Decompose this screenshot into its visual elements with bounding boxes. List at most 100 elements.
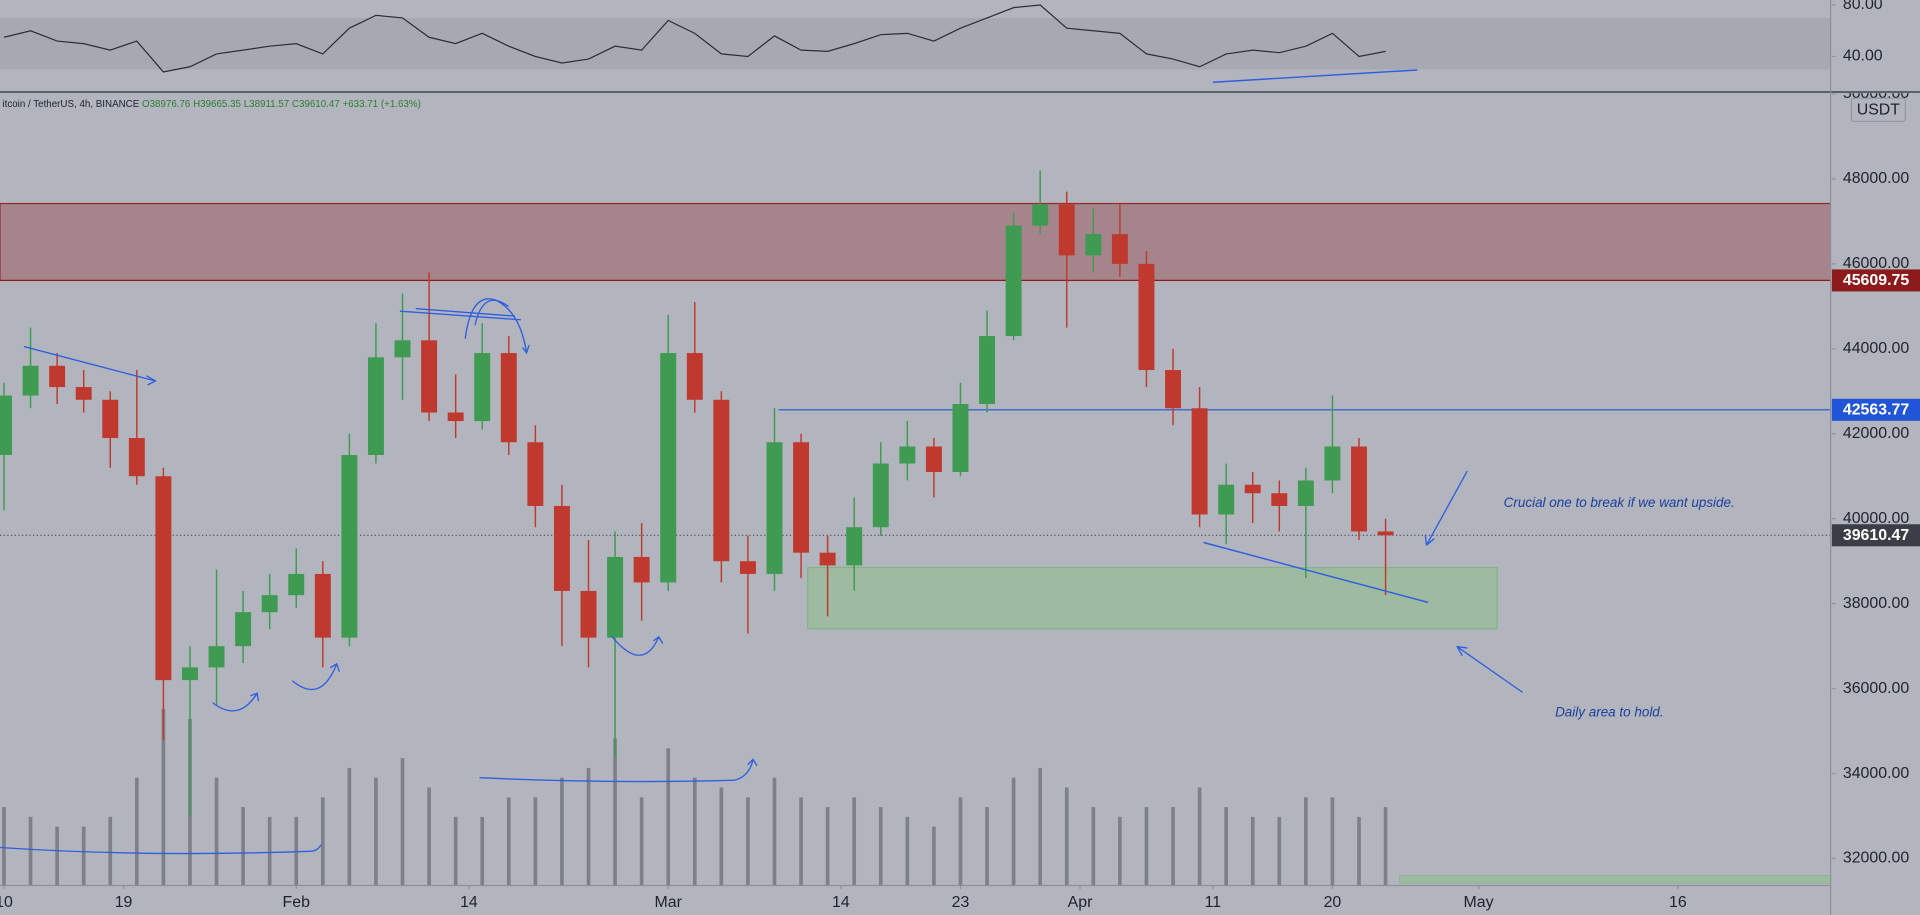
ohlc-open: O38976.76 <box>142 99 191 110</box>
volume-bar <box>1304 797 1308 886</box>
volume-bar <box>1224 807 1229 886</box>
x-tick-label: 19 <box>115 894 133 911</box>
volume-bar <box>1357 816 1361 886</box>
price-label: 45609.75 <box>1843 272 1909 289</box>
candle-body <box>22 365 39 396</box>
ohlc-change: +633.71 (+1.63%) <box>343 99 421 110</box>
volume-bar <box>267 816 272 886</box>
doodle-volume-line <box>479 758 758 783</box>
volume-bar <box>320 797 325 886</box>
price-label-box <box>1831 524 1920 547</box>
volume-bar <box>1064 787 1069 886</box>
volume-bar <box>1011 777 1016 886</box>
x-tick-label: 20 <box>1324 894 1342 911</box>
candle-body <box>739 561 756 574</box>
volume-bar <box>1383 807 1388 886</box>
candle-body <box>181 667 198 681</box>
candle-body <box>580 590 597 638</box>
unit-box[interactable] <box>1850 97 1906 122</box>
candle-body <box>314 573 331 638</box>
volume-bar <box>985 807 989 886</box>
volume-bar <box>613 738 617 886</box>
candle-body <box>1005 225 1022 337</box>
x-tick-label: May <box>1464 894 1494 911</box>
price-pane <box>0 170 1831 886</box>
candle-body <box>155 476 172 681</box>
x-tick-label: 23 <box>952 894 970 911</box>
volume-bar <box>666 748 671 886</box>
annotation: Crucial one to break if we want upside. <box>1504 495 1735 510</box>
y-tick-label: 38000.00 <box>1843 595 1909 612</box>
legend: itcoin / TetherUS, 4h, BINANCE O38976.76… <box>2 99 420 110</box>
time-axis: 10 19 Feb 14 Mar 14 23 Apr 11 20 May 16 <box>0 885 1687 911</box>
symbol: itcoin / TetherUS, 4h, BINANCE <box>2 99 139 110</box>
drawings <box>0 298 1831 884</box>
volume-bar <box>161 709 166 886</box>
candle-body <box>341 454 358 638</box>
y-tick-label: 36000.00 <box>1843 680 1909 697</box>
volume-bar <box>852 797 857 886</box>
volume-bar <box>1277 816 1282 886</box>
candle-body <box>261 595 278 613</box>
candle-body <box>128 438 145 477</box>
volume-bar <box>772 777 777 886</box>
volume-bar <box>2 807 6 886</box>
price-label-box <box>1831 269 1920 292</box>
candle-body <box>367 357 384 455</box>
ohlc-low: L38911.57 <box>244 99 290 110</box>
volume-bar <box>134 777 139 886</box>
candle-body <box>394 340 411 358</box>
annotation: Daily area to hold. <box>1555 704 1663 719</box>
candle-body <box>49 365 66 388</box>
x-tick-label: 16 <box>1669 894 1687 911</box>
volume-bar <box>1118 816 1122 886</box>
y-tick-label: 48000.00 <box>1843 170 1909 187</box>
candle-body <box>0 395 12 455</box>
volume-bar <box>1038 767 1043 886</box>
doodle-loops <box>399 298 530 355</box>
candle-body <box>1111 234 1128 264</box>
candle-body <box>899 446 916 464</box>
volume-bar <box>825 807 830 886</box>
price-labels: USDT 45609.75 42563.77 39610.47 <box>1831 97 1920 547</box>
price-label: 39610.47 <box>1843 527 1909 544</box>
x-tick-label: 14 <box>832 894 850 911</box>
volume-bar <box>506 797 511 886</box>
candle-body <box>1297 480 1314 506</box>
volume-bar <box>55 826 59 886</box>
candle-body <box>793 442 810 553</box>
candle-body <box>500 353 517 443</box>
trendline <box>1203 541 1429 604</box>
doodle-line <box>23 346 157 386</box>
x-tick-label: Feb <box>283 894 311 911</box>
volume-bar <box>639 797 644 886</box>
candle-body <box>75 387 92 400</box>
candle-body <box>474 353 491 422</box>
candle-body <box>1271 493 1288 506</box>
candle-body <box>633 556 650 583</box>
volume-bar <box>586 767 591 886</box>
candle-body <box>1377 531 1394 536</box>
volume-bar <box>878 807 883 886</box>
ohlc-close: C39610.47 <box>292 99 340 110</box>
rsi-line <box>3 4 1386 73</box>
volume-bar <box>932 826 936 886</box>
doodle-arrow <box>611 635 664 656</box>
zone <box>1399 875 1831 884</box>
volume-bar <box>1091 807 1096 886</box>
x-tick-label: Apr <box>1068 894 1093 911</box>
candle-body <box>766 442 783 574</box>
ohlc-high: H39665.35 <box>193 99 241 110</box>
candle-body <box>872 463 889 528</box>
volume-bar <box>427 787 431 886</box>
volume-bar <box>347 767 352 886</box>
volume-bar <box>214 777 219 886</box>
price-label-box <box>1831 398 1920 421</box>
unit[interactable]: USDT <box>1857 102 1901 119</box>
candle-body <box>819 552 836 566</box>
candle-body <box>1218 484 1235 515</box>
candle-body <box>447 412 464 422</box>
candle-body <box>607 556 624 638</box>
